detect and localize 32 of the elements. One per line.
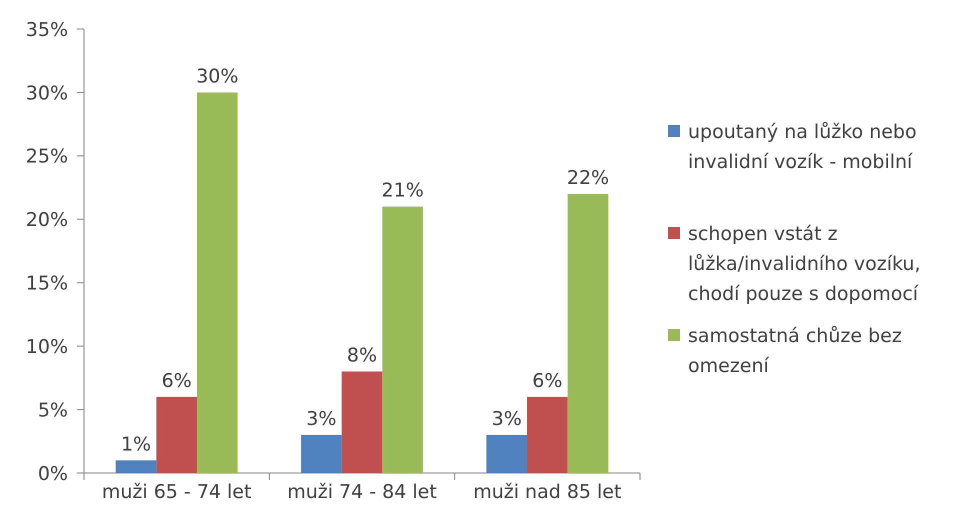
legend-label: samostatná chůze bez omezení [688,324,902,377]
data-label: 3% [492,408,522,430]
data-label: 3% [306,408,336,430]
data-label: 30% [196,65,238,88]
data-label: 22% [566,166,610,189]
bar [196,92,238,473]
legend-label: upoutaný na lůžko nebo invalidní vozík - mobilní [688,120,917,173]
x-tick-label: muži 74 - 84 let [287,481,437,503]
bar [301,434,342,473]
x-tick-label: muži nad 85 let [473,481,622,503]
bar [568,194,608,473]
y-tick-label: 30% [26,82,68,104]
y-tick-label: 10% [26,336,68,358]
y-tick-label: 0% [38,462,68,485]
y-tick-label: 35% [26,18,68,41]
bar [486,434,528,473]
bar [156,396,197,473]
bar [116,460,156,473]
data-label: 6% [162,370,192,392]
bar [527,396,568,473]
data-label: 8% [346,344,378,367]
x-tick-label: muži 65 - 74 let [102,481,252,503]
legend-label: schopen vstát z lůžka/invalidního vozíku, chodí pouze s dopomocí [688,222,920,305]
data-label: 1% [120,433,152,456]
y-tick-label: 25% [26,146,68,168]
bar [342,372,382,473]
y-tick-label: 20% [26,209,68,232]
data-label: 21% [382,180,424,202]
data-label: 6% [532,370,562,392]
bar [382,206,423,473]
y-tick-label: 15% [26,272,68,295]
y-tick-label: 5% [38,399,68,422]
